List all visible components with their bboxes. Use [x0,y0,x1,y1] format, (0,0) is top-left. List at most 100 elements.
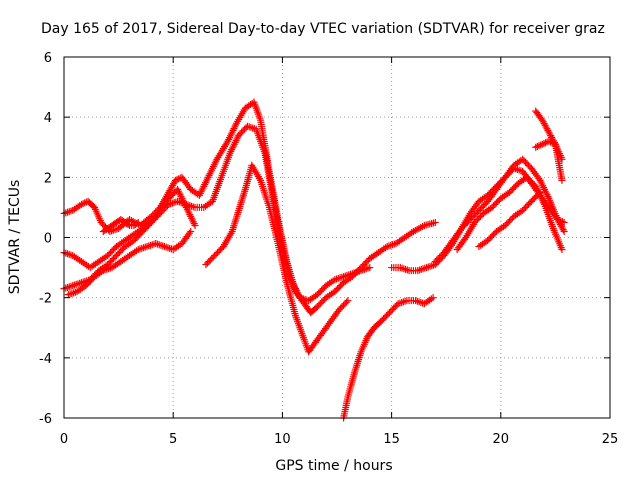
data-point [185,229,193,237]
data-point [77,200,85,208]
data-point [559,226,567,234]
data-point [403,266,411,274]
y-tick-label: -4 [39,352,52,367]
data-point [537,141,545,149]
data-point [558,246,566,254]
y-axis-title: SDTVAR / TECUs [7,180,23,295]
data-point [431,218,439,226]
data-point [535,142,543,150]
data-point [249,124,257,132]
data-layer [60,98,568,422]
data-point [141,243,149,251]
data-point [153,240,161,248]
x-axis-title: GPS time / hours [275,458,392,474]
data-point [157,241,165,249]
data-point [429,294,437,302]
series-arc-i [431,155,568,266]
data-point [419,265,427,273]
data-point [426,262,434,270]
data-point [413,297,421,305]
data-point [62,209,70,217]
data-point [461,235,469,243]
data-point [366,264,374,272]
data-point [63,208,71,216]
data-point [143,243,151,251]
y-tick-label: 4 [44,111,52,126]
data-point [344,297,352,305]
data-point [400,265,408,273]
data-point [398,264,406,272]
ticks: 0 5 10 15 20 25 -6 -4 -2 0 2 4 6 [39,51,618,447]
data-point [402,265,410,273]
data-point [69,282,77,290]
data-point [417,265,425,273]
data-point [162,243,170,251]
data-point [173,176,181,184]
data-point [139,244,147,252]
data-point [419,299,427,307]
data-point [155,241,163,249]
data-point [533,142,541,150]
data-point [164,244,172,252]
data-point [545,137,553,145]
series-arc-b [60,122,374,305]
series-arc-f [202,161,352,356]
data-point [167,245,175,253]
data-point [171,176,179,184]
y-tick-label: -6 [39,412,52,427]
x-tick-label: 10 [274,432,291,447]
data-point [542,139,550,147]
data-point [134,218,142,226]
data-point [560,227,568,235]
data-point [62,284,70,292]
data-point [124,220,132,228]
data-point [247,123,255,131]
data-point [536,188,544,196]
data-point [416,266,424,274]
data-point [189,203,197,211]
data-point [532,143,540,151]
x-tick-label: 0 [60,432,68,447]
data-point [540,139,548,147]
x-tick-label: 20 [493,432,510,447]
series-arc-a [60,98,439,317]
data-point [399,298,407,306]
data-point [62,249,70,257]
data-point [423,264,431,272]
y-tick-label: 6 [44,51,52,66]
x-tick-label: 15 [383,432,400,447]
data-point [548,139,556,147]
data-point [558,176,566,184]
data-point [336,274,344,282]
data-point [342,298,350,306]
data-point [170,199,178,207]
data-point [538,140,546,148]
data-point [70,281,78,289]
data-point [421,264,429,272]
data-point [535,175,543,183]
data-point [146,241,154,249]
y-tick-label: 2 [44,171,52,186]
grid [64,57,610,418]
series-arc-d [64,227,195,299]
data-point [148,241,156,249]
series-arc-m [532,137,566,184]
y-tick-label: 0 [44,232,52,247]
data-point [68,289,76,297]
series-arc-g [340,294,437,422]
series-arc-j [453,173,566,254]
data-point [187,227,195,235]
data-point [79,200,87,208]
series-arc-k [475,188,544,251]
data-point [401,297,409,305]
data-point [424,263,432,271]
data-point [145,242,153,250]
data-point [63,250,71,258]
data-point [535,190,543,198]
series-arc-e [99,215,142,235]
data-point [63,283,71,291]
data-point [72,280,80,288]
data-point [415,298,423,306]
data-point [160,243,168,251]
